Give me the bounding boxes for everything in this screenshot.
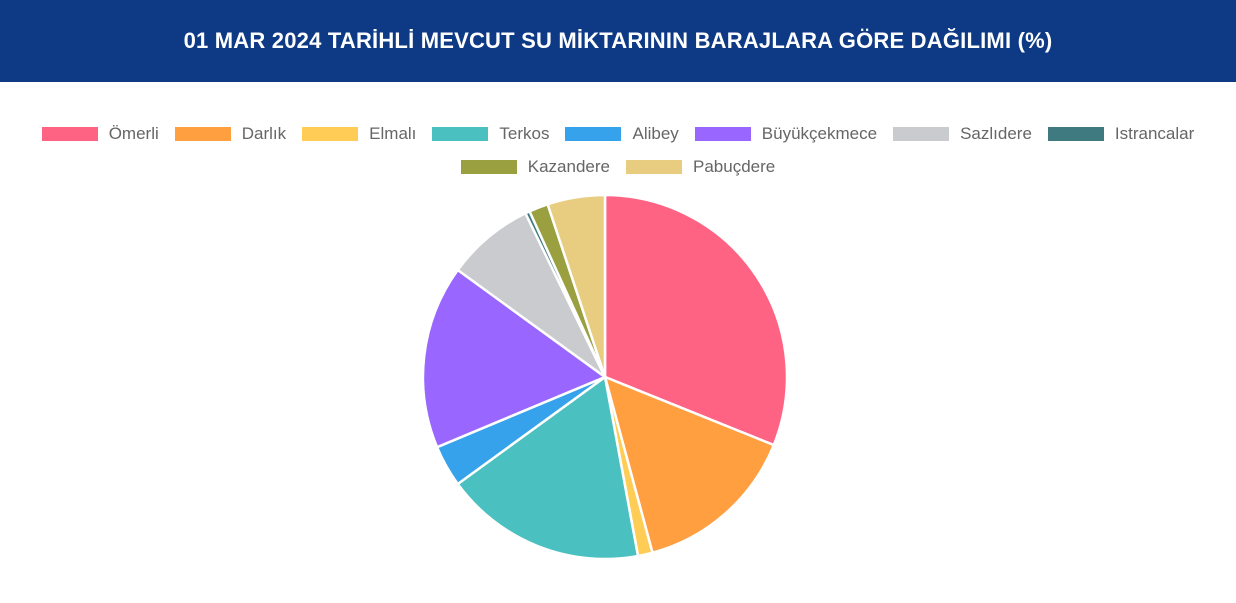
legend-label: Elmalı <box>369 123 417 143</box>
legend-item[interactable]: Istrancalar <box>1047 122 1195 145</box>
legend-swatch <box>565 126 622 141</box>
pie-slice <box>527 202 607 378</box>
pie-slice <box>523 209 607 378</box>
legend-item[interactable]: Büyükçekmece <box>694 122 878 145</box>
legend-label: Ömerli <box>108 123 159 143</box>
legend-label: Istrancalar <box>1114 123 1195 143</box>
legend-item[interactable]: Elmalı <box>302 122 416 145</box>
legend-item[interactable]: Sazlıdere <box>893 122 1032 145</box>
legend-swatch <box>1047 126 1104 141</box>
pie-slice <box>603 374 776 555</box>
legend-swatch <box>302 126 359 141</box>
legend-label: Alibey <box>632 123 679 143</box>
legend-swatch <box>460 159 517 174</box>
legend-item[interactable]: Terkos <box>432 122 549 145</box>
legend-item[interactable]: Ömerli <box>41 122 159 145</box>
legend-swatch <box>626 159 682 174</box>
legend-item[interactable]: Kazandere <box>460 155 610 178</box>
pie-slice <box>603 376 655 558</box>
legend-swatch <box>174 126 231 141</box>
pie-slice <box>603 193 789 447</box>
legend-label: Büyükçekmece <box>761 123 878 143</box>
legend-label: Sazlıdere <box>960 123 1032 143</box>
pie-slice <box>421 268 608 449</box>
pie-slice <box>456 211 607 379</box>
legend-label: Darlık <box>241 123 287 143</box>
pie-slice <box>456 374 640 561</box>
legend-item[interactable]: Darlık <box>174 122 287 145</box>
pie-slice <box>546 193 607 378</box>
pie-slice <box>435 375 606 486</box>
legend: Ömerli Darlık Elmalı Terkos Alibey Büyükçekme… <box>0 122 1236 178</box>
legend-swatch <box>893 126 950 141</box>
header: 01 MAR 2024 TARİHLİ MEVCUT SU MİKTARININ… <box>0 0 1236 82</box>
legend-item[interactable]: Alibey <box>565 122 679 145</box>
legend-label: Terkos <box>499 123 550 143</box>
legend-swatch <box>694 126 751 141</box>
legend-label: Kazandere <box>527 156 610 176</box>
legend-swatch <box>41 126 98 141</box>
legend-swatch <box>432 126 489 141</box>
legend-label: Pabuçdere <box>693 156 776 176</box>
legend-item[interactable]: Pabuçdere <box>626 155 775 178</box>
